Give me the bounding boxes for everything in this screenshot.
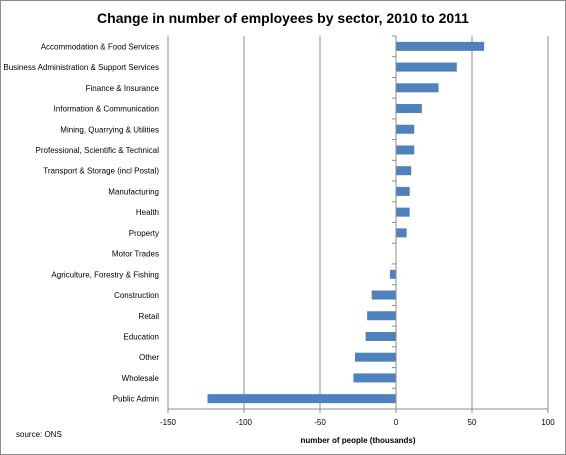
category-label: Professional, Scientific & Technical bbox=[36, 146, 160, 155]
bar bbox=[365, 331, 396, 341]
bar bbox=[371, 290, 396, 300]
x-tick-label: -150 bbox=[160, 418, 177, 427]
category-label: Health bbox=[136, 208, 159, 217]
x-tick-label: 100 bbox=[541, 418, 555, 427]
bar bbox=[396, 207, 410, 217]
bar bbox=[396, 62, 457, 72]
bar bbox=[353, 373, 396, 383]
bar bbox=[396, 186, 410, 196]
category-label: Transport & Storage (incl Postal) bbox=[43, 167, 159, 176]
bars bbox=[207, 41, 485, 404]
category-label: Finance & Insurance bbox=[86, 84, 160, 93]
chart-title: Change in number of employees by sector,… bbox=[97, 10, 469, 26]
category-label: Manufacturing bbox=[108, 187, 159, 196]
category-label: Wholesale bbox=[122, 374, 160, 383]
bar bbox=[367, 311, 396, 321]
category-label: Property bbox=[129, 229, 159, 238]
category-label: Motor Trades bbox=[112, 250, 159, 259]
bar bbox=[354, 352, 396, 362]
category-label: Business Administration & Support Servic… bbox=[3, 63, 159, 72]
bar bbox=[396, 124, 415, 134]
x-tick-labels: -150 -100 -50 0 50 100 bbox=[160, 418, 555, 427]
bar bbox=[396, 228, 407, 238]
category-label: Other bbox=[139, 353, 159, 362]
x-tick-label: -100 bbox=[236, 418, 253, 427]
x-tick-label: 50 bbox=[468, 418, 477, 427]
x-tick-label: 0 bbox=[394, 418, 399, 427]
axes bbox=[167, 35, 549, 413]
category-label: Accommodation & Food Services bbox=[41, 42, 159, 51]
bar bbox=[396, 41, 485, 51]
bar bbox=[207, 394, 396, 404]
category-label: Information & Communication bbox=[54, 105, 159, 114]
category-label: Construction bbox=[114, 291, 159, 300]
bar bbox=[396, 83, 439, 93]
category-label: Mining, Quarrying & Utilities bbox=[60, 125, 159, 134]
category-label: Public Admin bbox=[113, 395, 159, 404]
category-label: Agriculture, Forestry & Fishing bbox=[51, 270, 159, 279]
x-axis-title: number of people (thousands) bbox=[300, 436, 415, 445]
bar bbox=[396, 104, 422, 114]
category-label: Education bbox=[123, 332, 159, 341]
bar bbox=[396, 166, 412, 176]
x-tick-label: -50 bbox=[314, 418, 326, 427]
gridlines bbox=[167, 36, 549, 409]
bar bbox=[389, 269, 396, 279]
bar bbox=[396, 145, 415, 155]
category-labels: Accommodation & Food Services Business Ad… bbox=[3, 42, 159, 403]
source-note: source: ONS bbox=[16, 430, 62, 439]
category-label: Retail bbox=[139, 312, 160, 321]
